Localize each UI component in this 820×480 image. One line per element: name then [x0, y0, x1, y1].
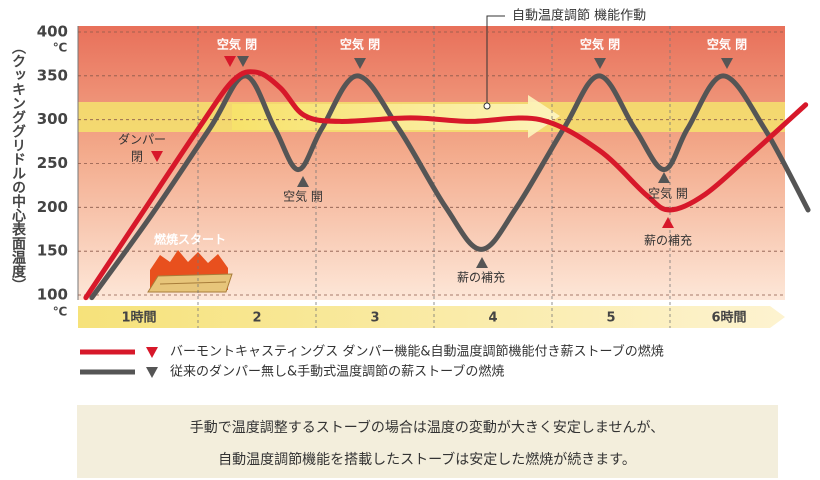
annotation: 空気 閉: [707, 37, 747, 52]
y-tick-label: 150: [37, 242, 68, 260]
y-tick-label: 200: [37, 198, 68, 216]
series-line: [89, 73, 811, 301]
y-unit: ℃: [53, 305, 68, 319]
y-tick-label: 400: [37, 23, 68, 41]
marker-triangle: [662, 217, 674, 228]
marker-triangle: [224, 56, 236, 67]
marker-triangle: [721, 58, 733, 69]
y-tick-label: 100: [37, 286, 68, 304]
annotation: 燃焼スタート: [154, 232, 226, 247]
marker-triangle: [146, 347, 158, 358]
annotation: 空気 閉: [580, 37, 620, 52]
annotation: 空気 閉: [340, 37, 380, 52]
marker-triangle: [594, 58, 606, 69]
marker-triangle: [237, 56, 249, 67]
y-unit: ℃: [53, 41, 68, 55]
y-tick-label: 250: [37, 154, 68, 172]
x-tick-label: 4: [488, 311, 497, 326]
note-box: [77, 405, 778, 478]
time-band: [78, 306, 785, 328]
y-tick-label: 350: [37, 66, 68, 84]
annotation: 空気 開: [283, 189, 323, 204]
x-tick-label: 2: [252, 311, 261, 326]
legend-label: 従来のダンパー無し&手動式温度調節の薪ストーブの燃焼: [170, 364, 504, 380]
annotation: 薪の補充: [644, 233, 692, 248]
marker-triangle: [354, 58, 366, 69]
x-tick-label: 3: [370, 311, 379, 326]
fire-icon: [147, 250, 233, 293]
annotation: 空気 開: [648, 186, 688, 201]
callout-dot: [483, 102, 491, 110]
marker-triangle: [146, 367, 158, 378]
legend-label: バーモントキャスティングス ダンパー機能&自動温度調節機能付き薪ストーブの燃焼: [170, 344, 664, 360]
callout: 自動温度調節 機能作動: [512, 8, 646, 24]
annotation: 閉: [131, 150, 143, 164]
x-tick-label: 5: [606, 311, 615, 326]
y-axis-label: （クッキンググリドルの中心表面温度）: [10, 40, 27, 292]
x-tick-label: 1時間: [121, 310, 156, 326]
note-line: 自動温度調節機能を搭載したストーブは安定した燃焼が続きます。: [218, 451, 636, 468]
note-line: 手動で温度調整するストーブの場合は温度の変動が大きく安定しませんが、: [190, 419, 664, 436]
annotation: 空気 閉: [217, 37, 257, 52]
marker-triangle: [297, 176, 309, 187]
series-line: [83, 69, 809, 301]
annotation: ダンパー: [118, 132, 166, 147]
marker-triangle: [476, 257, 488, 268]
marker-triangle: [658, 172, 670, 183]
y-tick-label: 300: [37, 110, 68, 128]
x-tick-label: 6時間: [711, 310, 746, 326]
marker-triangle: [151, 151, 163, 162]
annotation: 薪の補充: [457, 270, 505, 285]
